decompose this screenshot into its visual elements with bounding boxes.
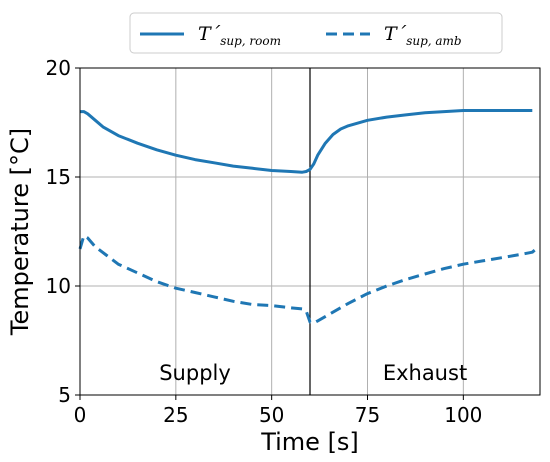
legend-box [129, 12, 503, 54]
x-tick-label: 0 [74, 403, 87, 427]
y-tick-label: 20 [46, 56, 71, 80]
plot-frame [79, 67, 541, 396]
legend-label-2: T´sup, amb [384, 23, 462, 48]
x-tick-label: 100 [444, 403, 482, 427]
y-tick-label: 10 [46, 274, 71, 298]
y-axis-label: Temperature [°C] [6, 128, 34, 336]
x-tick-label: 50 [259, 403, 284, 427]
x-tick-label: 25 [163, 403, 188, 427]
region-labels: Supply Exhaust [159, 361, 467, 385]
series-layer [78, 109, 538, 325]
legend-label-1: T´sup, room [198, 23, 281, 48]
series-line-2 [78, 234, 538, 325]
region-label: Exhaust [383, 361, 467, 385]
legend: T´sup, room T´sup, amb [129, 12, 503, 54]
region-label: Supply [159, 361, 231, 385]
ticks: 0 25 50 75 100 5 10 15 20 [46, 56, 483, 427]
y-tick-label: 15 [46, 165, 71, 189]
y-tick-label: 5 [58, 383, 71, 407]
x-tick-label: 75 [355, 403, 380, 427]
x-axis-label: Time [s] [260, 428, 359, 456]
series-line-1 [80, 109, 533, 174]
